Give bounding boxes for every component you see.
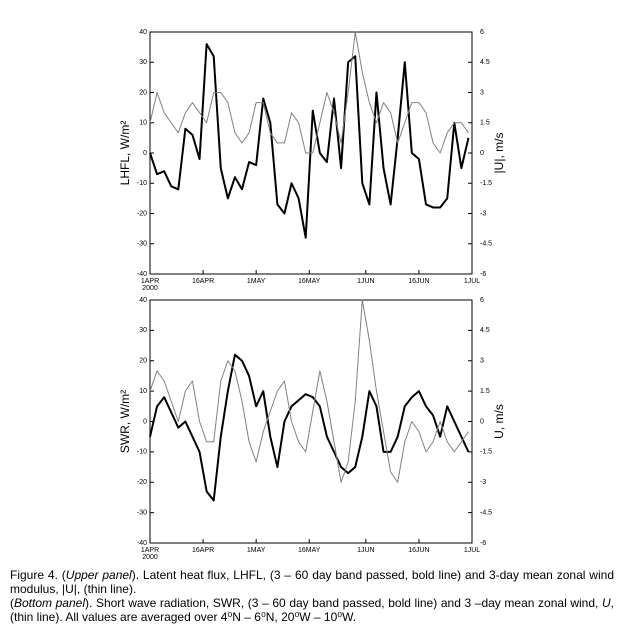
y2-tick-label: -6 xyxy=(480,271,486,278)
caption-text: ). Short wave radiation, SWR, (3 – 60 da… xyxy=(85,596,602,610)
y2-tick-label: 3 xyxy=(480,89,484,96)
x-tick-label: 16MAY xyxy=(298,547,321,554)
y-tick-label: 0 xyxy=(143,418,147,425)
y2-axis-label: U, m/s xyxy=(492,404,506,439)
y-tick-label: -40 xyxy=(137,271,147,278)
y-tick-label: -20 xyxy=(137,210,147,217)
y2-tick-label: 0 xyxy=(480,150,484,157)
x-tick-label: 16APR xyxy=(192,278,214,285)
x-tick-label: 1MAY xyxy=(247,547,266,554)
y-tick-label: 40 xyxy=(139,29,147,36)
y2-tick-label: 4.5 xyxy=(480,59,490,66)
y-tick-label: 10 xyxy=(139,120,147,127)
x-tick-label: 1APR xyxy=(141,547,159,554)
figure: -40-30-20-10010203040-6-4.5-3-1.501.534.… xyxy=(118,29,506,561)
caption-text: Upper panel xyxy=(65,568,132,582)
x-tick-label: 1JUN xyxy=(357,547,375,554)
y2-axis-label: |U|, m/s xyxy=(492,133,506,174)
y-axis-label: SWR, W/m² xyxy=(118,390,132,453)
series-line xyxy=(149,353,470,502)
x-tick-label: 1APR xyxy=(141,278,159,285)
y2-tick-label: 4.5 xyxy=(480,327,490,334)
x-tick-label: 16APR xyxy=(192,547,214,554)
y-tick-label: 20 xyxy=(139,358,147,365)
y2-tick-label: 0 xyxy=(480,418,484,425)
y2-tick-label: 1.5 xyxy=(480,388,490,395)
x-tick-label: 16MAY xyxy=(298,278,321,285)
series-line xyxy=(149,299,469,483)
y-tick-label: 10 xyxy=(139,388,147,395)
y-tick-label: -20 xyxy=(137,479,147,486)
y-tick-label: -40 xyxy=(137,540,147,547)
y2-tick-label: -4.5 xyxy=(480,509,492,516)
caption-paragraph: (Bottom panel). Short wave radiation, SW… xyxy=(10,596,614,624)
x-tick-label: 1JUL xyxy=(464,278,480,285)
y-tick-label: 30 xyxy=(139,327,147,334)
y2-tick-label: -6 xyxy=(480,540,486,547)
x-tick-label: 16JUN xyxy=(408,547,429,554)
caption-text: U xyxy=(601,596,611,610)
caption-text: Figure 4. ( xyxy=(10,568,66,582)
y-tick-label: -10 xyxy=(137,449,147,456)
y2-tick-label: 6 xyxy=(480,297,484,304)
x-tick-label: 16JUN xyxy=(408,278,429,285)
y-tick-label: 30 xyxy=(139,59,147,66)
caption-text: ). Latent heat flux, LHFL, (3 – 60 day b… xyxy=(10,568,614,596)
y-tick-label: 20 xyxy=(139,89,147,96)
y-tick-label: -10 xyxy=(137,180,147,187)
y2-tick-label: -1.5 xyxy=(480,180,492,187)
y-tick-label: -30 xyxy=(137,241,147,248)
y2-tick-label: -4.5 xyxy=(480,241,492,248)
caption-text: ( xyxy=(10,596,14,610)
y-tick-label: -30 xyxy=(137,509,147,516)
y2-tick-label: -3 xyxy=(480,210,486,217)
y-tick-label: 0 xyxy=(143,150,147,157)
y-tick-label: 40 xyxy=(139,297,147,304)
caption: Figure 4. (Upper panel). Latent heat flu… xyxy=(10,568,614,624)
caption-text: Bottom panel xyxy=(14,596,85,610)
y2-tick-label: 6 xyxy=(480,29,484,36)
x-year-label: 2000 xyxy=(142,285,158,292)
y-axis-label: LHFL, W/m² xyxy=(118,121,132,186)
x-tick-label: 1JUL xyxy=(464,547,480,554)
y2-tick-label: -1.5 xyxy=(480,449,492,456)
x-year-label: 2000 xyxy=(142,554,158,560)
y2-tick-label: -3 xyxy=(480,479,486,486)
x-tick-label: 1JUN xyxy=(357,278,375,285)
series-line xyxy=(149,43,470,239)
y2-tick-label: 1.5 xyxy=(480,120,490,127)
y2-tick-label: 3 xyxy=(480,358,484,365)
series-line xyxy=(149,31,469,154)
x-tick-label: 1MAY xyxy=(247,278,266,285)
caption-text: , (thin line). All values are averaged o… xyxy=(10,596,614,624)
caption-paragraph: Figure 4. (Upper panel). Latent heat flu… xyxy=(10,568,614,596)
